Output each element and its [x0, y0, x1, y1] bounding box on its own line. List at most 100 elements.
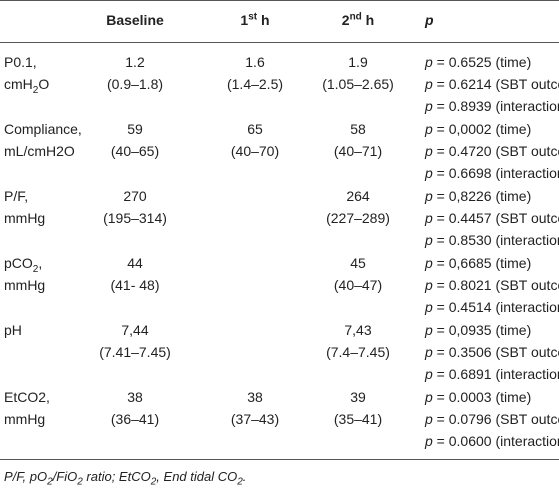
value: 39	[350, 387, 366, 407]
subscript: 2	[32, 263, 39, 275]
italic-text: p	[425, 255, 433, 271]
text: (40–70)	[230, 143, 280, 159]
text: (35–41)	[333, 411, 383, 427]
column-header: p	[425, 10, 434, 30]
text: (41- 48)	[110, 277, 160, 293]
p-value: p = 0.0796 (SBT outcome)	[425, 409, 559, 429]
p-value: p = 0,0002 (time)	[425, 119, 531, 139]
text: 7,44	[121, 322, 149, 338]
text: = 0.3506 (SBT outcome)	[436, 344, 559, 360]
row-label: mmHg	[4, 409, 45, 429]
text: = 0.0600 (interaction)	[432, 433, 559, 449]
text: P/F, pO	[4, 469, 48, 484]
italic-text: p	[425, 210, 433, 226]
p-value: p = 0,0935 (time)	[425, 320, 531, 340]
value: 1.2	[125, 52, 144, 72]
p-value: p = 0.6525 (time)	[425, 52, 531, 72]
text: 38	[127, 389, 143, 405]
p-value: p = 0.4514 (interaction)	[425, 297, 559, 317]
text: 7,43	[344, 322, 372, 338]
text: = 0,0002 (time)	[432, 121, 532, 137]
subscript: 2	[237, 476, 243, 488]
column-header: 1st h	[240, 10, 269, 30]
italic-text: p	[425, 433, 433, 449]
row-label: P/F,	[4, 186, 28, 206]
text: 65	[247, 121, 263, 137]
supscript: st	[248, 11, 258, 23]
text: Baseline	[106, 12, 164, 28]
italic-text: p	[425, 232, 433, 248]
bottom-rule	[0, 459, 559, 460]
row-label: pCO2,	[4, 253, 42, 275]
italic-text: p	[425, 389, 433, 405]
text: /FiO	[52, 469, 78, 484]
text: (40–71)	[333, 143, 383, 159]
text: (0.9–1.8)	[106, 76, 164, 92]
text: 1	[240, 12, 249, 28]
row-label: EtCO2,	[4, 387, 50, 407]
range: (35–41)	[334, 409, 382, 429]
text: = 0,0935 (time)	[432, 322, 532, 338]
range: (7.41–7.45)	[99, 342, 171, 362]
text: = 0.8530 (interaction)	[432, 232, 559, 248]
italic-text: p	[425, 76, 433, 92]
value: 7,43	[344, 320, 371, 340]
value: 1.9	[348, 52, 367, 72]
text: (37–43)	[230, 411, 280, 427]
range: (36–41)	[111, 409, 159, 429]
text: 1.9	[348, 54, 368, 70]
range: (7.4–7.45)	[326, 342, 390, 362]
italic-text: p	[425, 366, 433, 382]
text: = 0.4514 (interaction)	[432, 299, 559, 315]
text: = 0,6685 (time)	[432, 255, 532, 271]
p-value: p = 0.8939 (interaction)	[425, 96, 559, 116]
text: (7.4–7.45)	[326, 344, 390, 360]
text: (36–41)	[110, 411, 160, 427]
text: (227–289)	[326, 210, 390, 226]
italic-text: p	[425, 54, 433, 70]
text: mmHg	[4, 411, 46, 427]
value: 44	[127, 253, 143, 273]
text: pCO	[4, 255, 33, 271]
p-value: p = 0.0003 (time)	[425, 387, 531, 407]
range: (41- 48)	[110, 275, 159, 295]
text: h	[257, 12, 270, 28]
row-label: cmH2O	[4, 74, 50, 96]
text: ratio; EtCO	[82, 469, 151, 484]
italic-text: p	[425, 322, 433, 338]
value: 59	[127, 119, 143, 139]
text: = 0.0796 (SBT outcome)	[436, 411, 559, 427]
supscript: nd	[349, 11, 362, 23]
text: 45	[350, 255, 366, 271]
range: (40–47)	[334, 275, 382, 295]
text: (40–65)	[110, 143, 160, 159]
text: = 0.6214 (SBT outcome)	[436, 76, 559, 92]
range: (0.9–1.8)	[107, 74, 163, 94]
footnote: P/F, pO2/FiO2 ratio; EtCO2, End tidal CO…	[4, 469, 246, 487]
p-value: p = 0,6685 (time)	[425, 253, 531, 273]
value: 264	[346, 186, 369, 206]
text: cmH	[4, 76, 33, 92]
value: 38	[127, 387, 143, 407]
value: 7,44	[121, 320, 148, 340]
row-label: mL/cmH2O	[4, 141, 75, 161]
p-value: p = 0.6891 (interaction)	[425, 364, 559, 384]
row-label: Compliance,	[4, 119, 82, 139]
subscript: 2	[32, 84, 39, 96]
text: (195–314)	[103, 210, 167, 226]
text: = 0,8226 (time)	[432, 188, 532, 204]
text: 264	[346, 188, 370, 204]
text: (40–47)	[333, 277, 383, 293]
text: 59	[127, 121, 143, 137]
text: pH	[4, 322, 22, 338]
text: 44	[127, 255, 143, 271]
text: O	[38, 76, 50, 92]
text: mmHg	[4, 210, 46, 226]
value: 270	[123, 186, 146, 206]
row-label: mmHg	[4, 275, 45, 295]
italic-text: p	[425, 411, 433, 427]
subscript: 2	[150, 476, 157, 488]
p-value: p = 0.6214 (SBT outcome)	[425, 74, 559, 94]
text: h	[361, 12, 375, 28]
